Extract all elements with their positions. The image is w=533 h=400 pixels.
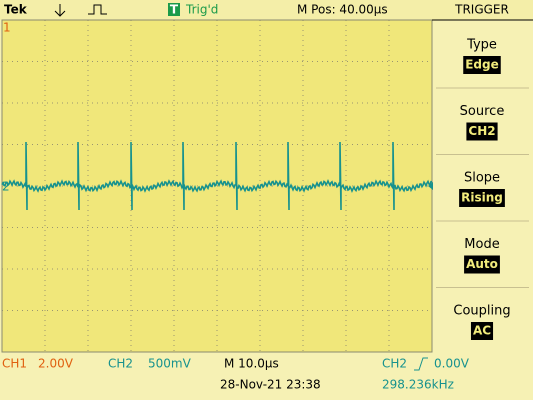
ch1-label: CH1	[2, 357, 27, 371]
trigger-icon: T	[170, 3, 179, 17]
logo: Tek	[4, 3, 28, 17]
menu-value-box	[463, 56, 501, 74]
ch1-marker: 1	[3, 21, 11, 35]
ch1-scale: 2.00V	[38, 357, 74, 371]
menu-label: Mode	[464, 237, 499, 252]
menu-label: Coupling	[453, 304, 510, 319]
frequency: 298.236kHz	[382, 378, 454, 392]
menu-value: CH2	[468, 124, 495, 138]
menu-title: TRIGGER	[454, 3, 509, 17]
trigger-icon-box	[168, 3, 180, 16]
ch2-trace	[1, 141, 432, 211]
menu-label: Type	[466, 38, 497, 53]
slope-icon	[414, 357, 428, 371]
date: 28-Nov-21 23:38	[220, 378, 321, 392]
menu-value-box	[470, 322, 494, 340]
menu-label: Source	[460, 104, 505, 119]
menu: Type Edge Source CH2 Slope Rising Mode Auto Coup…	[432, 19, 533, 340]
menu-value: Edge	[465, 58, 499, 72]
timebase: M 10.0µs	[224, 357, 279, 371]
trigger-level-marker	[428, 182, 433, 190]
ch2-label: CH2	[108, 357, 133, 371]
grid	[2, 20, 432, 352]
menu-value: AC	[473, 324, 491, 338]
ch2-marker: 2	[2, 180, 10, 194]
top-bar	[0, 0, 533, 20]
menu-value: Auto	[466, 257, 498, 271]
trigger-position-arrow	[54, 4, 66, 17]
menu-value-box	[459, 189, 505, 207]
trigger-source: CH2	[382, 357, 407, 371]
acquire-icon	[88, 4, 107, 15]
ch2-scale: 500mV	[148, 357, 192, 371]
horizontal-position: M Pos: 40.00µs	[297, 3, 388, 17]
trigger-level: 0.00V	[434, 357, 470, 371]
menu-label: Slope	[464, 171, 500, 186]
menu-value: Rising	[461, 191, 503, 205]
trigger-state: Trig'd	[185, 3, 218, 17]
menu-value-box	[464, 255, 500, 274]
menu-value-box	[466, 122, 498, 141]
